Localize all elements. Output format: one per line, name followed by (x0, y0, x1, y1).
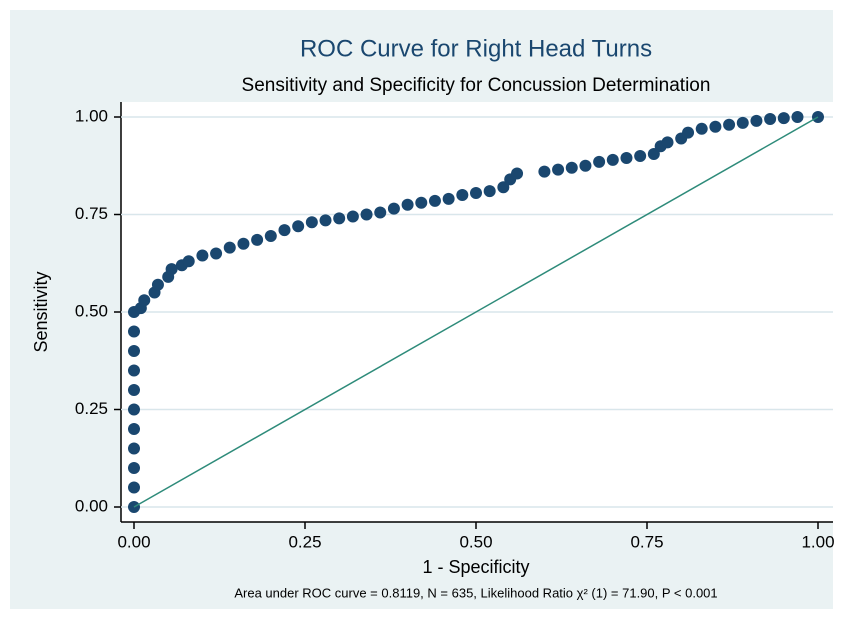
y-axis-title: Sensitivity (31, 271, 51, 352)
roc-point (319, 214, 332, 227)
roc-point (128, 403, 140, 416)
roc-point (415, 196, 428, 209)
roc-point (682, 126, 695, 139)
roc-point (552, 163, 565, 176)
reference-line (133, 116, 819, 508)
roc-point (128, 481, 140, 494)
roc-point (151, 278, 164, 291)
roc-point (138, 294, 151, 307)
roc-point (401, 198, 414, 211)
roc-point (695, 122, 708, 135)
y-tick-label: 1.00 (75, 106, 108, 125)
roc-point (305, 216, 318, 229)
chart-title: ROC Curve for Right Head Turns (300, 35, 652, 62)
roc-point (128, 423, 140, 435)
roc-point (750, 114, 763, 127)
roc-point (593, 155, 606, 168)
footnote: Area under ROC curve = 0.8119, N = 635, … (234, 585, 717, 600)
roc-point (647, 148, 660, 161)
roc-point (333, 212, 346, 225)
roc-point (374, 206, 387, 219)
roc-point (606, 153, 619, 166)
roc-point (736, 116, 749, 129)
roc-point (346, 210, 359, 223)
roc-point (634, 150, 647, 162)
roc-point (709, 120, 722, 133)
roc-point (196, 249, 209, 262)
roc-point (538, 165, 551, 178)
roc-point (497, 181, 510, 194)
roc-point (182, 255, 195, 268)
roc-point (165, 263, 178, 276)
roc-point (791, 111, 804, 123)
roc-point (128, 325, 140, 338)
roc-point (620, 151, 633, 164)
roc-point (442, 192, 455, 205)
roc-point (661, 136, 674, 149)
roc-point (292, 220, 305, 233)
roc-point (128, 364, 140, 377)
x-tick-label: 1.00 (801, 532, 834, 551)
y-tick-label: 0.50 (75, 301, 108, 320)
roc-point (251, 233, 264, 246)
roc-point (128, 462, 140, 474)
y-tick-label: 0.25 (75, 399, 108, 418)
x-tick-label: 0.50 (459, 532, 492, 551)
y-tick-label: 0.00 (75, 496, 108, 515)
x-axis-title: 1 - Specificity (422, 557, 529, 577)
roc-point (456, 189, 469, 201)
roc-point (223, 241, 236, 254)
roc-point (511, 167, 524, 180)
roc-point (264, 229, 277, 242)
roc-point (237, 237, 250, 250)
chart-subtitle: Sensitivity and Specificity for Concussi… (242, 75, 711, 96)
y-tick-label: 0.75 (75, 204, 108, 223)
roc-point (428, 194, 441, 207)
roc-point (360, 208, 373, 221)
roc-point (210, 247, 223, 260)
roc-point (128, 442, 140, 455)
roc-point (579, 159, 592, 172)
roc-point (470, 187, 482, 200)
roc-point (483, 185, 496, 198)
roc-point (764, 112, 777, 125)
roc-point (128, 384, 140, 396)
roc-point (278, 224, 291, 237)
roc-point (128, 345, 140, 357)
roc-point (387, 202, 400, 215)
x-tick-label: 0.00 (117, 532, 150, 551)
x-tick-label: 0.75 (630, 532, 663, 551)
x-tick-label: 0.25 (288, 532, 321, 551)
roc-point (565, 161, 578, 174)
roc-point (723, 118, 736, 131)
roc-point (777, 112, 790, 125)
